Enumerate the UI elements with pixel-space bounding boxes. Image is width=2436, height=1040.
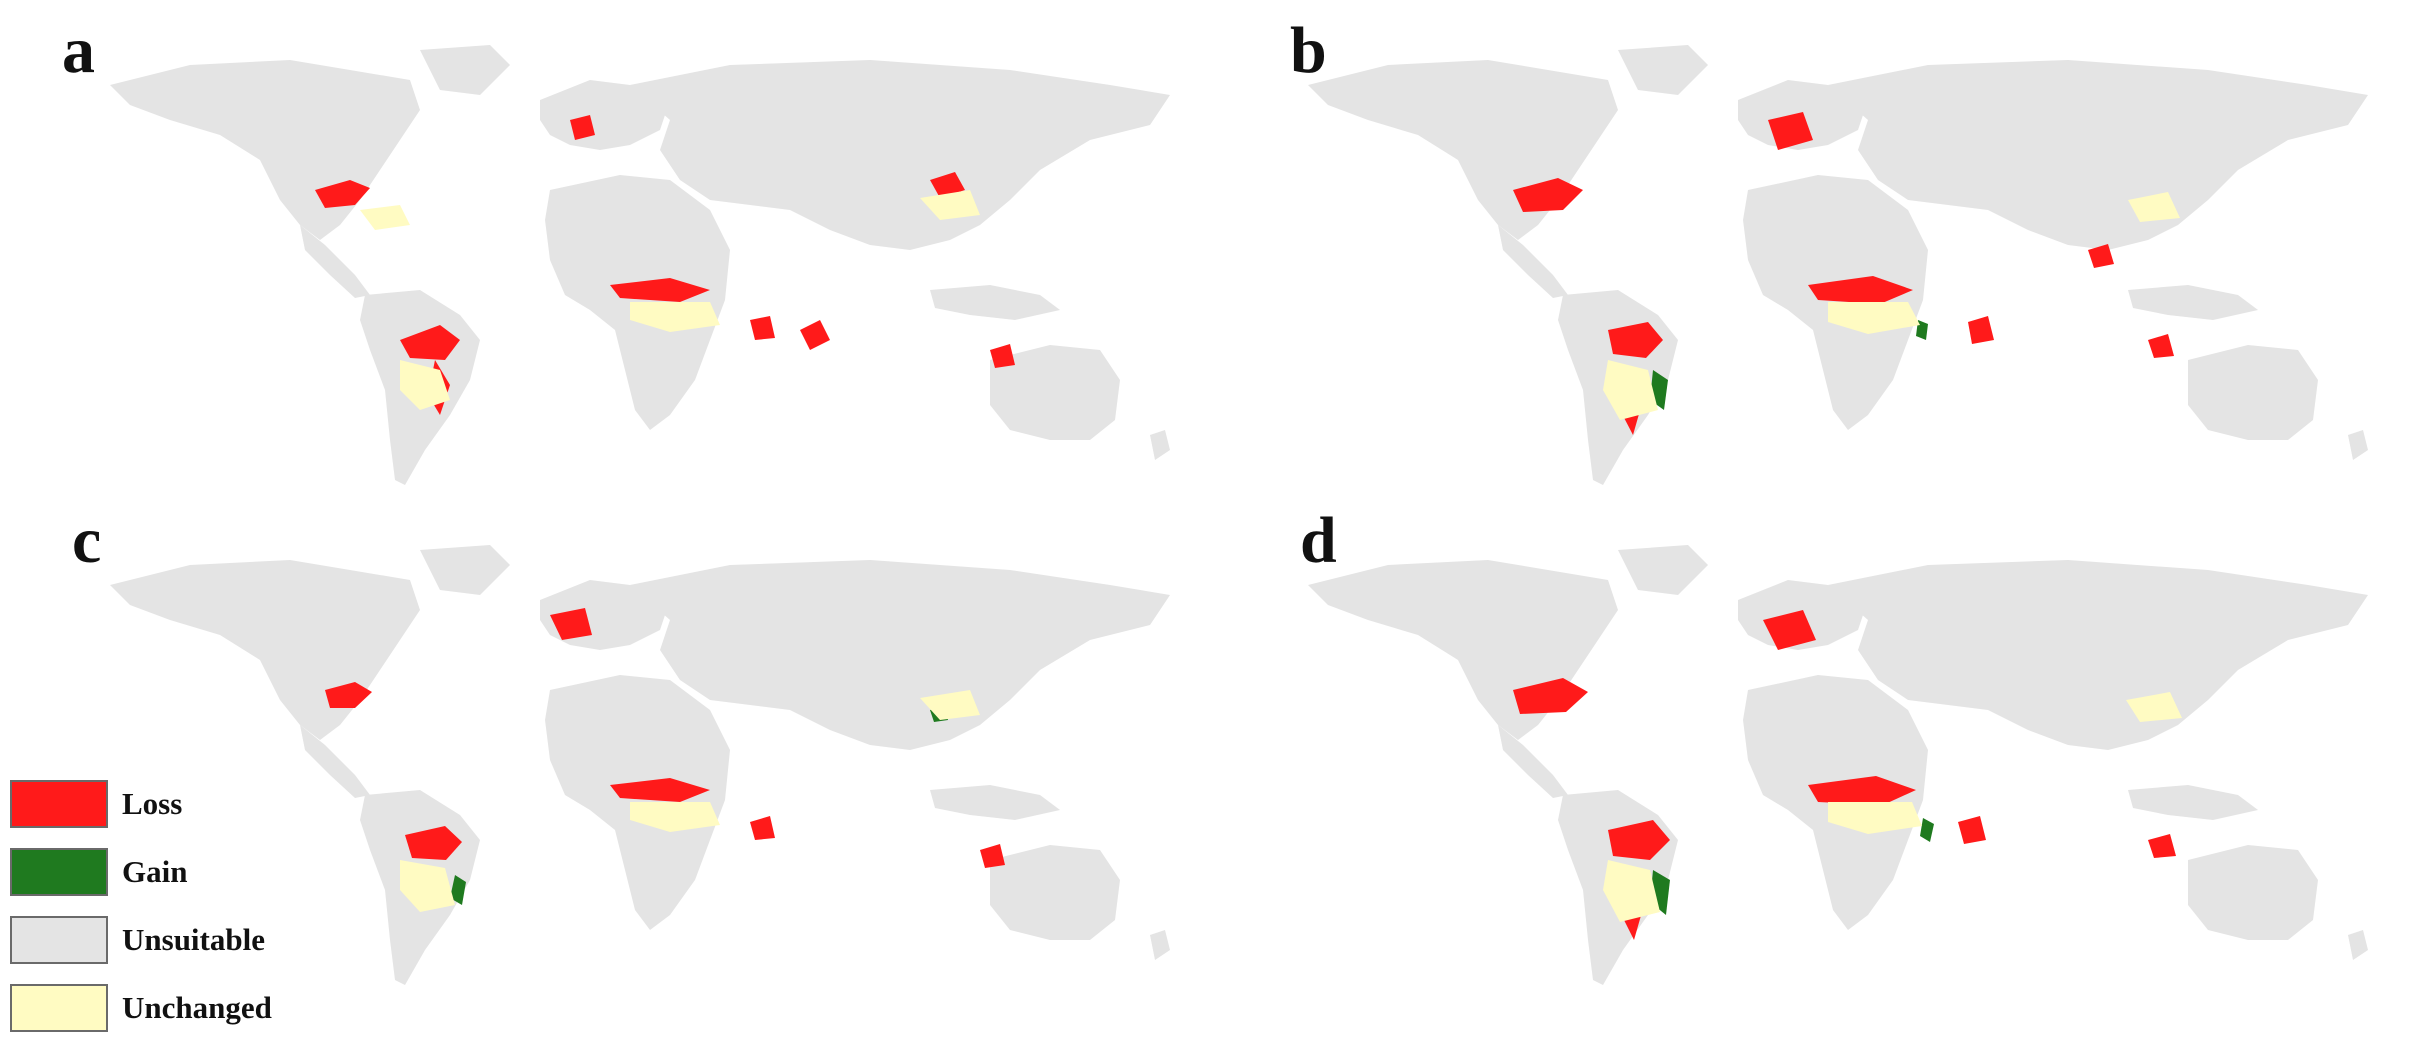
legend-swatch-loss [10, 780, 108, 828]
legend-swatch-unchanged [10, 984, 108, 1032]
panel-c: c [0, 500, 1218, 1040]
world-map-d [1308, 545, 2368, 985]
legend-item-gain: Gain [10, 848, 330, 898]
legend-label-loss: Loss [122, 786, 183, 821]
loss-regions-b [1513, 112, 2174, 435]
legend-swatch-unsuitable [10, 916, 108, 964]
panel-label-d: d [1300, 504, 1337, 577]
unchanged-regions-a [360, 190, 980, 410]
loss-regions-a [315, 115, 1015, 415]
legend-label-unchanged: Unchanged [122, 990, 272, 1025]
unchanged-regions-c [400, 690, 980, 912]
loss-regions-c [325, 608, 1005, 868]
legend-swatch-gain [10, 848, 108, 896]
world-map-c [110, 545, 1170, 985]
legend-item-loss: Loss [10, 780, 330, 830]
panel-label-a: a [62, 14, 95, 87]
world-map-b [1308, 45, 2368, 485]
legend-item-unchanged: Unchanged [10, 984, 330, 1034]
unchanged-regions-d [1603, 692, 2182, 922]
legend-item-unsuitable: Unsuitable [10, 916, 330, 966]
panel-label-b: b [1290, 14, 1327, 87]
legend-label-unsuitable: Unsuitable [122, 922, 265, 957]
legend-label-gain: Gain [122, 854, 188, 889]
unchanged-regions-b [1603, 192, 2180, 420]
panel-d: d [1218, 500, 2436, 1040]
panel-label-c: c [72, 504, 102, 577]
panel-b: b [1218, 0, 2436, 500]
world-map-a [110, 45, 1170, 485]
panel-a: a [0, 0, 1218, 500]
